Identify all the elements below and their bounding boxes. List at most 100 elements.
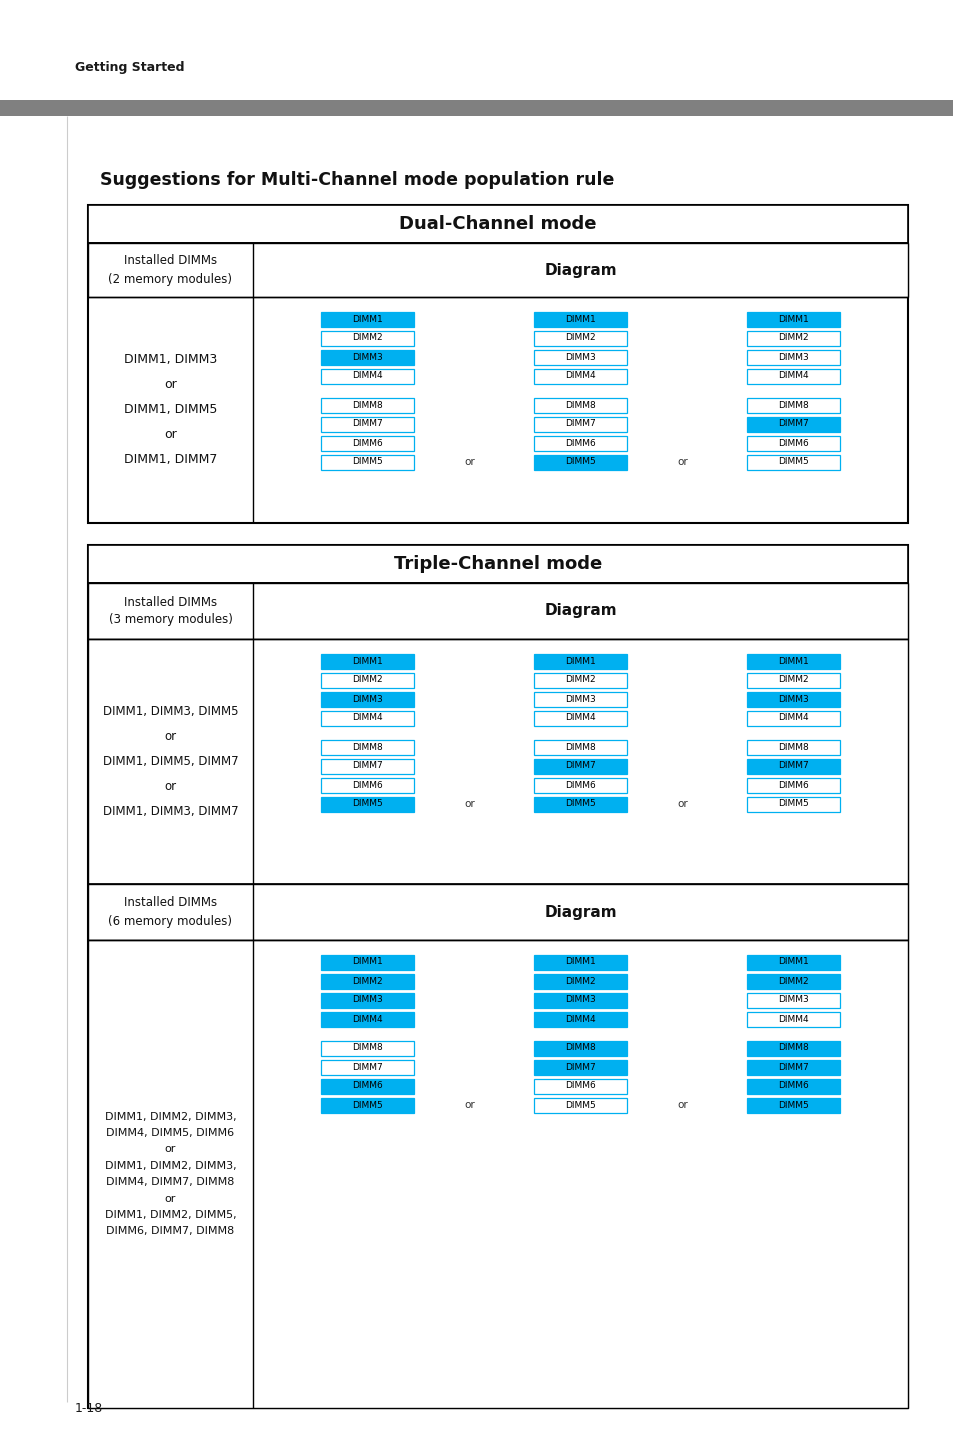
- Text: DIMM4: DIMM4: [564, 371, 596, 381]
- Bar: [88, 884, 907, 939]
- Text: DIMM4: DIMM4: [778, 371, 808, 381]
- Bar: [534, 435, 626, 451]
- Text: DIMM3: DIMM3: [778, 995, 808, 1004]
- Bar: [321, 1097, 414, 1113]
- Text: DIMM1, DIMM3, DIMM5
or
DIMM1, DIMM5, DIMM7
or
DIMM1, DIMM3, DIMM7: DIMM1, DIMM3, DIMM5 or DIMM1, DIMM5, DIM…: [103, 705, 238, 818]
- Bar: [534, 955, 626, 969]
- Bar: [534, 331, 626, 345]
- Text: DIMM4: DIMM4: [352, 371, 382, 381]
- Bar: [746, 1060, 839, 1074]
- Text: DIMM3: DIMM3: [778, 695, 808, 703]
- Bar: [321, 710, 414, 726]
- Text: DIMM1: DIMM1: [778, 656, 808, 666]
- Text: DIMM1: DIMM1: [352, 656, 382, 666]
- Text: DIMM2: DIMM2: [778, 334, 808, 342]
- Text: DIMM6: DIMM6: [352, 438, 382, 447]
- Text: DIMM7: DIMM7: [564, 762, 596, 770]
- Bar: [746, 759, 839, 773]
- Text: DIMM6: DIMM6: [778, 780, 808, 789]
- Bar: [321, 1011, 414, 1027]
- Bar: [321, 653, 414, 669]
- Bar: [321, 759, 414, 773]
- Bar: [0, 100, 953, 116]
- Text: Suggestions for Multi-Channel mode population rule: Suggestions for Multi-Channel mode popul…: [100, 170, 614, 189]
- Bar: [746, 1011, 839, 1027]
- Text: DIMM1: DIMM1: [564, 656, 596, 666]
- Text: DIMM1, DIMM3
or
DIMM1, DIMM5
or
DIMM1, DIMM7: DIMM1, DIMM3 or DIMM1, DIMM5 or DIMM1, D…: [124, 354, 217, 467]
- Text: DIMM8: DIMM8: [564, 401, 596, 410]
- Bar: [534, 1097, 626, 1113]
- Bar: [746, 331, 839, 345]
- Bar: [534, 349, 626, 365]
- Text: or: or: [677, 799, 687, 809]
- Text: DIMM5: DIMM5: [778, 457, 808, 467]
- Bar: [321, 417, 414, 431]
- Bar: [534, 778, 626, 792]
- Text: DIMM7: DIMM7: [778, 762, 808, 770]
- Bar: [321, 435, 414, 451]
- Text: DIMM3: DIMM3: [352, 695, 382, 703]
- Bar: [746, 349, 839, 365]
- Text: DIMM2: DIMM2: [778, 977, 808, 985]
- Bar: [746, 435, 839, 451]
- Text: DIMM7: DIMM7: [352, 762, 382, 770]
- Bar: [746, 417, 839, 431]
- Text: DIMM5: DIMM5: [564, 1101, 596, 1110]
- Text: Installed DIMMs
(2 memory modules): Installed DIMMs (2 memory modules): [109, 255, 233, 285]
- Bar: [321, 739, 414, 755]
- Bar: [534, 368, 626, 384]
- Bar: [88, 939, 907, 1408]
- Text: DIMM3: DIMM3: [352, 352, 382, 361]
- Text: DIMM3: DIMM3: [564, 995, 596, 1004]
- Text: DIMM1: DIMM1: [564, 315, 596, 324]
- Bar: [321, 974, 414, 988]
- Text: DIMM6: DIMM6: [564, 1081, 596, 1091]
- Bar: [746, 1078, 839, 1094]
- Text: DIMM3: DIMM3: [352, 995, 382, 1004]
- Text: DIMM2: DIMM2: [352, 977, 382, 985]
- Text: DIMM1, DIMM2, DIMM3,
DIMM4, DIMM5, DIMM6
or
DIMM1, DIMM2, DIMM3,
DIMM4, DIMM7, D: DIMM1, DIMM2, DIMM3, DIMM4, DIMM5, DIMM6…: [105, 1111, 236, 1236]
- Bar: [88, 205, 907, 523]
- Bar: [534, 692, 626, 706]
- Bar: [534, 974, 626, 988]
- Bar: [88, 546, 907, 1408]
- Text: DIMM8: DIMM8: [564, 743, 596, 752]
- Text: DIMM5: DIMM5: [778, 1101, 808, 1110]
- Text: DIMM1: DIMM1: [352, 958, 382, 967]
- Text: or: or: [463, 799, 475, 809]
- Bar: [534, 653, 626, 669]
- Text: Triple-Channel mode: Triple-Channel mode: [394, 556, 601, 573]
- Bar: [534, 454, 626, 470]
- Bar: [746, 1097, 839, 1113]
- Text: DIMM5: DIMM5: [352, 1101, 382, 1110]
- Bar: [746, 710, 839, 726]
- Bar: [534, 1011, 626, 1027]
- Text: DIMM8: DIMM8: [352, 1044, 382, 1053]
- Bar: [88, 583, 907, 639]
- Text: DIMM7: DIMM7: [352, 1063, 382, 1071]
- Text: DIMM5: DIMM5: [564, 457, 596, 467]
- Text: DIMM8: DIMM8: [778, 1044, 808, 1053]
- Bar: [321, 673, 414, 687]
- Text: DIMM7: DIMM7: [778, 420, 808, 428]
- Bar: [746, 398, 839, 412]
- Text: DIMM6: DIMM6: [564, 438, 596, 447]
- Text: DIMM7: DIMM7: [564, 1063, 596, 1071]
- Bar: [534, 1041, 626, 1055]
- Text: DIMM6: DIMM6: [778, 1081, 808, 1091]
- Text: DIMM3: DIMM3: [564, 352, 596, 361]
- Bar: [321, 1041, 414, 1055]
- Bar: [321, 992, 414, 1008]
- Text: Getting Started: Getting Started: [75, 60, 184, 73]
- Text: Dual-Channel mode: Dual-Channel mode: [399, 215, 597, 233]
- Bar: [746, 796, 839, 812]
- Text: Installed DIMMs
(6 memory modules): Installed DIMMs (6 memory modules): [109, 896, 233, 928]
- Text: DIMM1: DIMM1: [778, 958, 808, 967]
- Bar: [321, 312, 414, 326]
- Bar: [534, 398, 626, 412]
- Text: DIMM4: DIMM4: [564, 713, 596, 723]
- Text: DIMM2: DIMM2: [564, 676, 596, 684]
- Bar: [746, 739, 839, 755]
- Text: DIMM6: DIMM6: [352, 780, 382, 789]
- Text: DIMM4: DIMM4: [564, 1014, 596, 1024]
